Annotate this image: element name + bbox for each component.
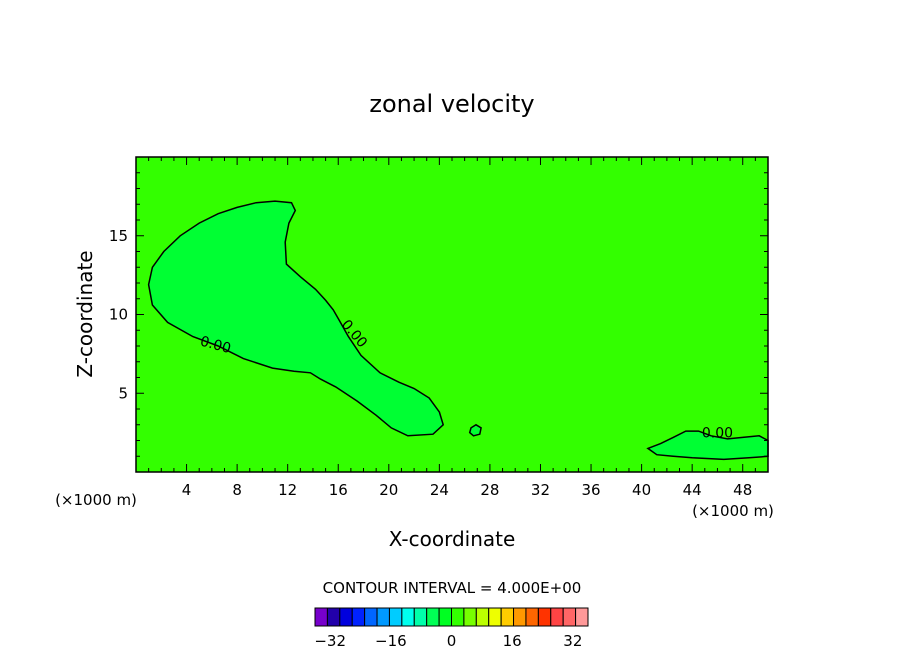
colorbar-tick-label: −16 <box>375 632 407 650</box>
chart-title: zonal velocity <box>369 90 534 118</box>
x-axis-ticks: 4 8 12 16 20 24 28 32 36 40 44 48 <box>135 157 769 499</box>
colorbar-swatch <box>438 607 453 627</box>
x-tick-label: 40 <box>632 481 651 499</box>
x-tick-label: 28 <box>480 481 499 499</box>
contour-label-2: 0.00 <box>702 425 733 441</box>
x-tick-label: 48 <box>733 481 752 499</box>
x-unit-label-right: (×1000 m) <box>692 502 774 520</box>
colorbar-tick-label: −32 <box>314 632 346 650</box>
colorbar-swatch <box>426 607 440 627</box>
colorbar-tick-label: 0 <box>447 632 457 650</box>
y-tick-label: 15 <box>109 227 128 245</box>
colorbar-swatch <box>376 607 390 627</box>
colorbar-swatch <box>537 607 552 627</box>
contour-interval-label: CONTOUR INTERVAL = 4.000E+00 <box>323 579 582 597</box>
colorbar-swatch <box>351 607 366 627</box>
colorbar-swatch <box>364 607 378 627</box>
colorbar-swatch <box>550 607 564 627</box>
colorbar-swatch <box>339 607 353 627</box>
colorbar-tick-label: 32 <box>563 632 582 650</box>
colorbar <box>314 607 589 627</box>
colorbar-swatch <box>388 607 403 627</box>
x-tick-label: 16 <box>329 481 348 499</box>
plot-area: 0.00 0.000.00 <box>135 156 769 473</box>
colorbar-swatch <box>488 607 502 627</box>
x-tick-label: 24 <box>430 481 449 499</box>
contour-main-plume <box>147 200 445 437</box>
colorbar-swatch <box>562 607 577 627</box>
x-axis-label: X-coordinate <box>389 527 516 551</box>
contour-label-0: 0.00 <box>198 334 232 358</box>
colorbar-swatch <box>413 607 428 627</box>
x-tick-label: 36 <box>581 481 600 499</box>
colorbar-tick-labels: −32 −16 0 16 32 <box>314 632 582 650</box>
x-tick-label: 12 <box>278 481 297 499</box>
y-tick-label: 10 <box>109 306 128 324</box>
x-tick-label: 44 <box>683 481 702 499</box>
colorbar-swatch <box>513 607 527 627</box>
colorbar-swatch <box>314 607 328 627</box>
colorbar-swatch <box>326 607 341 627</box>
y-tick-label: 5 <box>118 384 128 402</box>
colorbar-swatch <box>575 607 589 627</box>
colorbar-swatch <box>500 607 515 627</box>
colorbar-swatch <box>451 607 465 627</box>
y-axis-label: Z-coordinate <box>73 250 97 377</box>
x-tick-label: 8 <box>232 481 242 499</box>
x-tick-label: 4 <box>182 481 192 499</box>
x-tick-label: 20 <box>379 481 398 499</box>
x-unit-label-left: (×1000 m) <box>55 491 137 509</box>
colorbar-swatch <box>401 607 415 627</box>
colorbar-swatch <box>475 607 490 627</box>
y-axis-ticks: 5 10 15 <box>109 156 768 473</box>
contour-right-bump <box>646 430 769 461</box>
x-tick-label: 32 <box>531 481 550 499</box>
contour-small-loop <box>468 423 482 437</box>
colorbar-tick-label: 16 <box>503 632 522 650</box>
colorbar-swatch <box>525 607 539 627</box>
colorbar-swatch <box>463 607 477 627</box>
